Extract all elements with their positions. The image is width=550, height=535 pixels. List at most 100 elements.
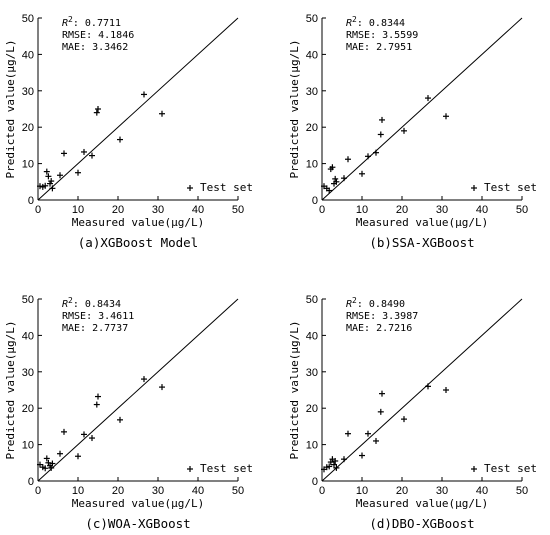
y-tick-label: 30 [22, 86, 34, 98]
legend-label: Test set [484, 462, 537, 475]
legend: Test set [187, 462, 253, 475]
data-point [75, 453, 81, 460]
y-tick-label: 20 [306, 403, 318, 415]
x-tick-label: 20 [112, 204, 124, 216]
data-point [329, 164, 336, 171]
data-point [373, 437, 379, 444]
data-point [43, 168, 50, 175]
y-tick-label: 30 [306, 86, 318, 98]
data-point [49, 460, 56, 467]
rmse-stat: RMSE: 4.1846 [62, 30, 134, 41]
data-point [443, 387, 449, 393]
x-tick-label: 10 [72, 485, 84, 497]
mae-stat: MAE: 2.7737 [62, 323, 128, 334]
data-point [42, 182, 49, 189]
legend: Test set [187, 181, 253, 194]
y-tick-label: 0 [312, 195, 318, 207]
data-point [45, 173, 52, 180]
x-tick-label: 40 [476, 204, 488, 216]
y-tick-label: 10 [306, 440, 318, 452]
data-point [57, 172, 63, 179]
data-point [377, 408, 384, 415]
x-tick-label: 10 [356, 204, 368, 216]
data-point [89, 435, 95, 442]
data-point [42, 465, 49, 472]
data-point [141, 376, 147, 383]
data-point [57, 450, 63, 457]
data-point [425, 383, 431, 390]
data-point [377, 131, 384, 138]
legend-label: Test set [200, 181, 253, 194]
r2-stat: R2: 0.8490 [346, 296, 405, 310]
y-tick-label: 50 [22, 13, 34, 25]
x-tick-label: 50 [232, 204, 244, 216]
mae-stat: MAE: 3.3462 [62, 42, 128, 53]
data-point [365, 430, 371, 437]
data-point [365, 153, 371, 160]
data-point [333, 464, 340, 471]
data-point [332, 175, 339, 182]
y-tick-label: 50 [306, 294, 318, 306]
reference-line [321, 17, 523, 201]
x-tick-label: 40 [192, 485, 204, 497]
x-tick-label: 30 [436, 485, 448, 497]
data-point [332, 457, 339, 464]
data-point [401, 416, 407, 423]
data-point [95, 106, 101, 112]
r2-stat: R2: 0.8344 [346, 15, 405, 29]
x-axis-label: Measured value(μg/L) [72, 216, 204, 229]
y-tick-label: 30 [22, 367, 34, 379]
x-tick-label: 20 [112, 485, 124, 497]
y-tick-label: 30 [306, 367, 318, 379]
legend: Test set [471, 462, 537, 475]
x-tick-label: 30 [436, 204, 448, 216]
r2-stat: R2: 0.8434 [62, 296, 121, 310]
y-tick-label: 0 [312, 476, 318, 488]
data-point [117, 416, 123, 423]
x-axis-label: Measured value(μg/L) [72, 497, 204, 510]
data-point [89, 152, 95, 159]
x-tick-label: 0 [35, 485, 41, 497]
y-tick-label: 10 [306, 159, 318, 171]
rmse-stat: RMSE: 3.3987 [346, 311, 418, 322]
x-tick-label: 20 [396, 485, 408, 497]
data-point [425, 95, 431, 102]
data-point [331, 461, 337, 468]
panel-caption: (c)WOA-XGBoost [85, 516, 190, 531]
rmse-stat: RMSE: 3.5599 [346, 30, 418, 41]
y-tick-label: 40 [22, 330, 34, 342]
data-point [93, 401, 100, 408]
data-point [117, 136, 123, 143]
y-tick-label: 50 [306, 13, 318, 25]
reference-line [37, 17, 239, 201]
y-tick-label: 40 [306, 49, 318, 61]
data-point [345, 156, 351, 163]
data-point [95, 393, 101, 400]
y-tick-label: 40 [306, 330, 318, 342]
data-point [49, 185, 56, 192]
data-point [333, 178, 340, 185]
x-axis-label: Measured value(μg/L) [356, 497, 488, 510]
data-point [75, 169, 81, 176]
y-axis-label: Predicted value(μg/L) [288, 320, 301, 459]
data-point [61, 150, 67, 157]
x-tick-label: 20 [396, 204, 408, 216]
x-tick-label: 10 [356, 485, 368, 497]
data-point [341, 175, 347, 182]
x-tick-label: 30 [152, 204, 164, 216]
y-tick-label: 0 [28, 476, 34, 488]
data-point [37, 183, 43, 190]
data-point [345, 430, 351, 437]
x-axis-label: Measured value(μg/L) [356, 216, 488, 229]
data-point [43, 455, 50, 462]
mae-stat: MAE: 2.7216 [346, 323, 412, 334]
y-tick-label: 50 [22, 294, 34, 306]
x-tick-label: 50 [516, 204, 528, 216]
x-tick-label: 10 [72, 204, 84, 216]
data-point [326, 187, 333, 194]
